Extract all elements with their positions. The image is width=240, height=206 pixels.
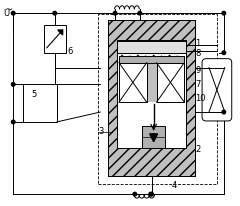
Text: 3: 3 (98, 127, 104, 136)
Circle shape (12, 11, 15, 15)
Text: 4: 4 (171, 181, 177, 190)
Circle shape (222, 11, 226, 15)
Text: 5: 5 (31, 90, 36, 99)
Text: 1: 1 (195, 39, 200, 48)
Polygon shape (150, 134, 158, 142)
Text: 9: 9 (195, 66, 200, 75)
Circle shape (222, 110, 226, 114)
Bar (108, 20, 195, 176)
Bar (147, 63, 156, 102)
Circle shape (150, 192, 153, 196)
Bar (117, 41, 186, 53)
Bar (23, 84, 57, 122)
Bar (119, 63, 147, 102)
Circle shape (149, 192, 152, 196)
Circle shape (222, 51, 226, 55)
FancyBboxPatch shape (202, 59, 232, 121)
Circle shape (133, 192, 137, 196)
Circle shape (53, 11, 56, 15)
Bar (108, 20, 195, 176)
Text: 2: 2 (195, 145, 200, 154)
Text: 10: 10 (195, 94, 206, 103)
Circle shape (12, 83, 15, 86)
Text: 6: 6 (68, 47, 73, 56)
Text: U: U (3, 9, 9, 18)
Bar (98, 14, 217, 184)
Bar (117, 40, 186, 148)
Text: $\sim$: $\sim$ (3, 2, 14, 12)
Circle shape (138, 11, 142, 15)
Text: 8: 8 (195, 49, 201, 58)
Bar (142, 126, 166, 148)
Text: 7: 7 (195, 80, 201, 89)
Bar (117, 40, 186, 148)
Bar (44, 25, 66, 53)
Bar (119, 56, 184, 63)
Bar (156, 63, 184, 102)
Polygon shape (58, 30, 63, 35)
Circle shape (113, 11, 117, 15)
Circle shape (12, 120, 15, 124)
